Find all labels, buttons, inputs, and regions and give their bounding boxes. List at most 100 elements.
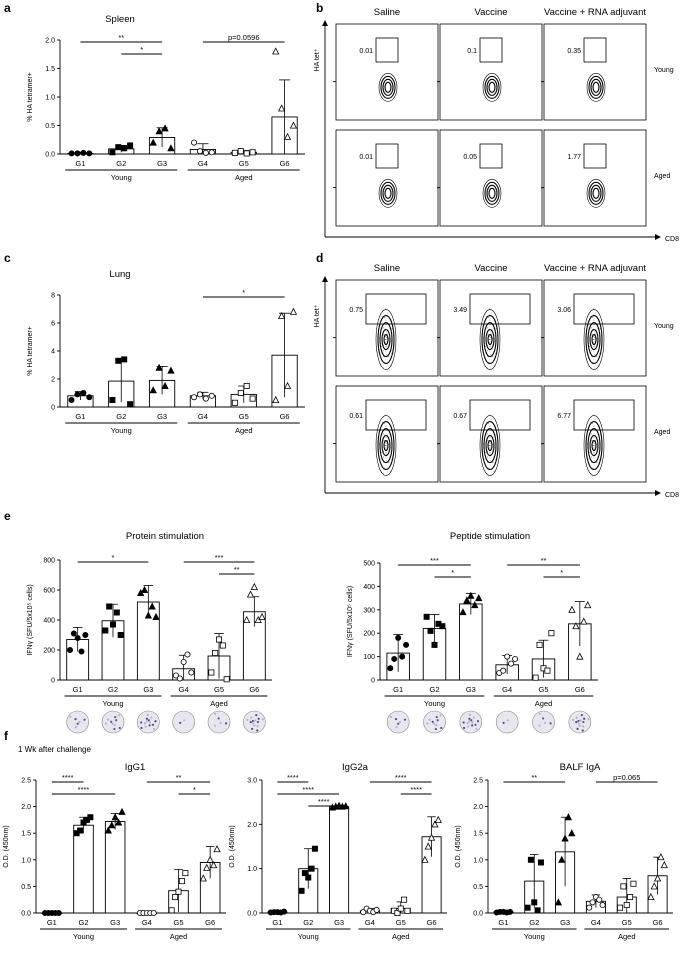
event-dot (386, 418, 388, 420)
elispot-spot (256, 729, 259, 732)
event-dot (594, 418, 596, 420)
elispot-spot (576, 727, 579, 730)
event-dot (590, 334, 592, 336)
data-point (172, 672, 179, 679)
data-point (283, 381, 292, 390)
elispot-spot (144, 725, 147, 728)
elispot-spot (74, 717, 77, 721)
y-tick-label: 0.0 (21, 911, 31, 918)
y-tick-label: 400 (363, 584, 375, 591)
elispot-spot (389, 715, 392, 718)
event-dot (593, 456, 595, 458)
data-point (208, 392, 215, 399)
gate (573, 293, 635, 325)
contour-ring (380, 75, 396, 99)
elispot-spot (440, 726, 443, 730)
contour-ring (488, 81, 496, 93)
elispot-spot (580, 713, 583, 717)
elispot-spot (577, 719, 580, 723)
significance-label: * (242, 288, 245, 297)
data-point (617, 904, 624, 911)
data-point (647, 892, 655, 901)
event-dot (385, 456, 387, 458)
significance-label: p=0.0596 (228, 33, 260, 42)
group-label: Young (73, 932, 94, 941)
data-point (305, 874, 312, 881)
group-label: Aged (210, 699, 228, 708)
category-label: G6 (249, 685, 259, 694)
event-dot (594, 452, 596, 454)
data-point (175, 888, 182, 895)
event-dot (591, 316, 593, 318)
elispot-well (495, 710, 519, 734)
data-point (512, 655, 519, 662)
data-point (104, 826, 112, 834)
data-point (161, 381, 169, 390)
event-dot (591, 462, 593, 464)
event-dot (494, 341, 496, 343)
event-dot (489, 437, 491, 439)
event-dot (489, 445, 491, 446)
elispot-well (137, 710, 160, 734)
data-point (403, 641, 410, 648)
gate (469, 399, 531, 431)
contour-ring (590, 78, 602, 96)
event-dot (590, 440, 592, 442)
data-point (431, 641, 438, 648)
data-point (576, 652, 584, 660)
data-point (283, 132, 292, 140)
event-dot (488, 441, 490, 443)
data-point (188, 669, 195, 676)
data-point (144, 611, 152, 619)
flow-column-title: Saline (374, 7, 400, 18)
event-dot (383, 316, 385, 318)
event-dot (383, 433, 384, 435)
data-point (507, 908, 514, 915)
event-dot (589, 451, 590, 453)
data-point (568, 829, 576, 837)
event-dot (389, 365, 391, 366)
event-dot (385, 335, 387, 337)
y-axis-label: IFNγ (SFU/5x10⁵ cells) (27, 584, 34, 655)
y-tick-label: 0.0 (247, 911, 257, 918)
y-axis-label: O.D. (450nm) (3, 825, 10, 867)
event-dot (588, 352, 590, 354)
event-dot (383, 462, 385, 464)
contour-ring (589, 328, 599, 351)
y-tick-label: 200 (363, 631, 375, 638)
elispot-spot (146, 713, 149, 716)
data-point (298, 887, 305, 894)
elispot-well (101, 710, 125, 734)
data-point (572, 622, 580, 630)
event-dot (589, 345, 590, 347)
y-axis-label: O.D. (450nm) (229, 825, 236, 867)
chart-f2: IgG2a 0.0 1.0 2.0 3.0 O.D. (450nm) G1 G2 G3 G4 G5 G… (229, 762, 447, 941)
data-point (599, 902, 606, 909)
data-point (86, 150, 93, 157)
data-point (272, 47, 280, 55)
data-point (184, 651, 191, 658)
data-point (208, 669, 215, 676)
y-tick-label: 2.5 (473, 778, 483, 785)
data-point (657, 853, 665, 861)
data-point (500, 667, 507, 674)
y-tick-label: 400 (43, 618, 55, 625)
event-dot (391, 319, 393, 321)
y-tick-label: 0.0 (45, 152, 55, 159)
data-point (155, 127, 163, 135)
category-label: G1 (75, 159, 85, 168)
category-label: G6 (280, 412, 290, 421)
gate-percentage: 0.75 (349, 307, 363, 314)
elispot-spot (252, 722, 255, 725)
flow-x-arrow (655, 490, 661, 496)
elispot-spot (395, 726, 398, 729)
event-dot (486, 334, 488, 336)
event-dot (384, 441, 386, 443)
elispot-spot (246, 718, 249, 721)
data-point (434, 815, 442, 823)
contour-ring (486, 78, 498, 96)
category-label: G2 (116, 159, 126, 168)
elispot-well (532, 710, 555, 734)
data-point (149, 386, 157, 394)
data-point (196, 148, 203, 155)
